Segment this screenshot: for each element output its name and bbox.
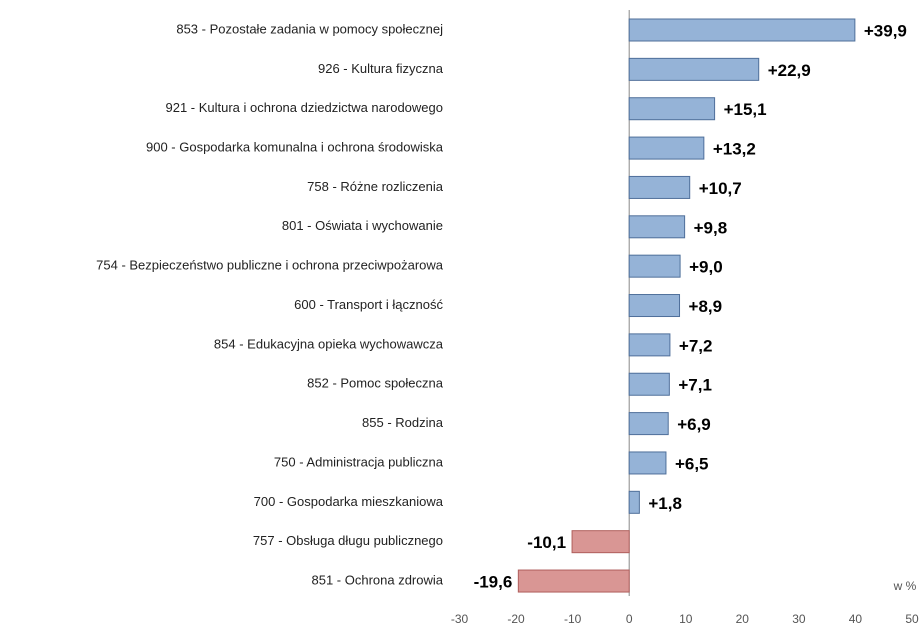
bar [628,333,671,357]
bar [628,97,716,121]
category-label: 600 - Transport i łączność [294,297,443,312]
value-label: +15,1 [724,100,767,119]
category-label: 750 - Administracja publiczna [274,454,444,469]
value-label: +13,2 [713,140,756,159]
category-label: 855 - Rodzina [362,415,444,430]
bar [517,569,630,593]
category-label: 754 - Bezpieczeństwo publiczne i ochrona… [96,258,444,273]
category-label: 900 - Gospodarka komunalna i ochrona śro… [146,140,444,155]
axis-unit-label: w % [893,579,917,593]
value-label: +7,2 [679,336,713,355]
x-tick-label: 20 [736,612,750,626]
value-label: +9,0 [689,258,723,277]
bar [628,490,640,514]
category-label: 926 - Kultura fizyczna [318,61,444,76]
bar [628,136,705,160]
value-label: +8,9 [689,297,723,316]
value-label: +22,9 [768,61,811,80]
bar [628,57,760,81]
x-tick-label: 0 [626,612,633,626]
bar [628,412,669,436]
bar [571,530,630,554]
bar [628,451,667,475]
x-tick-label: -20 [507,612,525,626]
value-label: +39,9 [864,21,907,40]
bar [628,215,686,239]
x-tick-label: 40 [849,612,863,626]
bar [628,254,681,278]
value-label: +6,5 [675,454,709,473]
x-tick-label: 30 [792,612,806,626]
category-label: 700 - Gospodarka mieszkaniowa [254,494,444,509]
value-label: +7,1 [678,376,712,395]
value-label: -19,6 [474,573,513,592]
bar [628,294,681,318]
category-label: 921 - Kultura i ochrona dziedzictwa naro… [165,100,443,115]
value-label: +1,8 [648,494,682,513]
x-tick-label: -30 [451,612,469,626]
x-tick-label: 50 [905,612,919,626]
value-label: +6,9 [677,415,711,434]
category-label: 851 - Ochrona zdrowia [311,572,443,587]
category-label: 852 - Pomoc społeczna [307,376,444,391]
value-label: -10,1 [527,533,566,552]
value-label: +10,7 [699,179,742,198]
category-label: 758 - Różne rozliczenia [307,179,444,194]
category-label: 853 - Pozostałe zadania w pomocy społecz… [176,21,443,36]
category-label: 854 - Edukacyjna opieka wychowawcza [214,336,444,351]
x-tick-label: -10 [564,612,582,626]
category-label: 801 - Oświata i wychowanie [282,218,443,233]
x-tick-label: 10 [679,612,693,626]
bar [628,175,691,199]
value-label: +9,8 [694,218,728,237]
bar [628,372,670,396]
bar [628,18,856,42]
category-label: 757 - Obsługa długu publicznego [253,533,443,548]
